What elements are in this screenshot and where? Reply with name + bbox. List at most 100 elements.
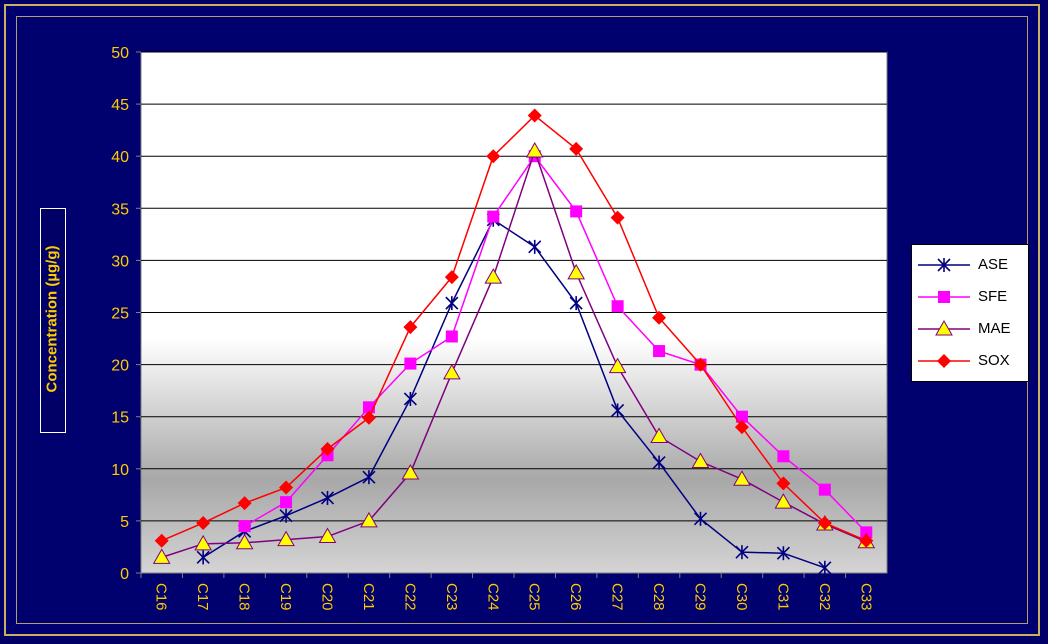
data-point-asterisk: [776, 546, 790, 561]
data-point-square: [653, 345, 666, 358]
data-point-asterisk: [611, 403, 625, 418]
legend-item-sfe: SFE: [912, 287, 1028, 307]
data-point-square: [445, 330, 458, 343]
data-point-square: [404, 357, 417, 370]
x-tick-label: C28: [650, 583, 667, 611]
data-point-triangle: [484, 268, 503, 284]
y-tick-label: 20: [111, 358, 129, 375]
y-tick-label: 5: [120, 514, 129, 531]
legend-swatch-sox: [918, 354, 970, 368]
y-tick-label: 25: [111, 306, 129, 323]
y-tick-label: 10: [111, 462, 129, 479]
x-tick-label: C27: [609, 583, 626, 611]
series-ase: [196, 212, 832, 575]
data-point-diamond: [776, 476, 791, 491]
x-tick-label: C18: [236, 583, 253, 611]
data-point-diamond: [734, 420, 749, 435]
data-point-triangle: [277, 530, 295, 547]
y-tick-label: 15: [111, 410, 129, 427]
data-point-diamond: [361, 410, 376, 425]
series-sox: [154, 108, 874, 548]
legend-label-mae: MAE: [978, 320, 1011, 337]
data-point-square: [611, 300, 624, 313]
data-point-diamond: [403, 320, 418, 335]
legend: ASE SFE MAE SOX: [911, 244, 1029, 382]
y-tick-label: 30: [111, 253, 129, 270]
legend-swatch-sfe: [918, 291, 970, 303]
data-point-asterisk: [320, 490, 335, 505]
y-tick-label: 50: [111, 45, 129, 62]
data-point-triangle: [194, 534, 213, 551]
data-point-triangle: [733, 470, 751, 486]
data-point-square: [280, 496, 293, 509]
x-tick-label: C26: [567, 583, 584, 611]
y-tick-label: 0: [120, 566, 129, 583]
data-point-diamond: [237, 496, 252, 511]
x-tick-label: C16: [153, 583, 170, 611]
data-point-diamond: [444, 270, 459, 285]
data-point-square: [818, 483, 831, 496]
x-tick-label: C30: [733, 583, 750, 611]
series-line-sox: [161, 114, 867, 542]
data-point-asterisk: [818, 560, 832, 575]
legend-label-ase: ASE: [978, 256, 1009, 273]
x-axis-ticks: C16 C17 C18 C19 C20 C21 C22 C23 C24 C25 C26 C27 C28 C…: [140, 573, 874, 611]
x-tick-label: C32: [816, 583, 833, 611]
data-point-triangle: [567, 263, 586, 280]
data-point-triangle: [691, 452, 710, 469]
data-point-asterisk: [196, 550, 210, 565]
data-point-triangle: [774, 493, 793, 509]
data-point-triangle: [442, 363, 461, 380]
y-tick-label: 45: [111, 97, 129, 114]
x-tick-label: C20: [319, 583, 336, 611]
gridlines: [141, 51, 887, 522]
data-point-asterisk: [937, 258, 951, 272]
series-line-sfe: [244, 154, 867, 533]
data-point-diamond: [486, 149, 501, 164]
y-tick-label: 40: [111, 149, 129, 166]
legend-item-mae: MAE: [912, 319, 1028, 339]
data-point-diamond: [320, 442, 335, 457]
legend-swatch-mae: [918, 319, 970, 336]
data-point-asterisk: [569, 296, 583, 311]
x-tick-label: C25: [526, 583, 543, 611]
data-point-square: [487, 210, 500, 223]
data-point-triangle: [152, 548, 171, 564]
x-tick-label: C17: [194, 583, 211, 611]
data-point-asterisk: [403, 391, 417, 406]
data-point-square: [238, 520, 251, 533]
data-point-asterisk: [362, 470, 376, 485]
data-point-triangle: [360, 511, 378, 528]
data-point-square: [938, 291, 950, 303]
legend-swatch-ase: [918, 258, 970, 272]
data-point-diamond: [693, 357, 708, 372]
data-point-square: [777, 450, 790, 463]
data-point-triangle: [235, 533, 254, 550]
data-point-diamond: [652, 310, 667, 325]
data-point-square: [860, 526, 873, 539]
x-tick-label: C33: [857, 583, 874, 611]
y-axis-ticks: 0 5 10 15 20 25 30 35 40 45 50: [111, 45, 141, 583]
data-point-asterisk: [735, 545, 749, 560]
data-point-diamond: [569, 141, 584, 156]
series-line-ase: [202, 218, 826, 569]
data-point-diamond: [610, 210, 625, 225]
x-tick-label: C31: [774, 583, 791, 611]
x-tick-label: C24: [484, 583, 501, 611]
data-point-diamond: [937, 354, 951, 368]
data-point-triangle: [525, 141, 544, 158]
y-axis-label: Concentration (µg/g): [43, 245, 61, 393]
data-point-triangle: [318, 527, 337, 544]
data-point-asterisk: [693, 511, 708, 526]
y-axis-label-box: [40, 208, 66, 433]
data-point-diamond: [859, 533, 874, 548]
series-mae: [152, 141, 876, 564]
data-point-diamond: [527, 108, 542, 123]
data-point-asterisk: [445, 296, 459, 311]
data-point-square: [735, 410, 748, 423]
x-tick-label: C19: [277, 583, 294, 611]
data-point-diamond: [154, 533, 169, 548]
data-point-square: [570, 205, 583, 218]
legend-label-sfe: SFE: [978, 288, 1008, 305]
